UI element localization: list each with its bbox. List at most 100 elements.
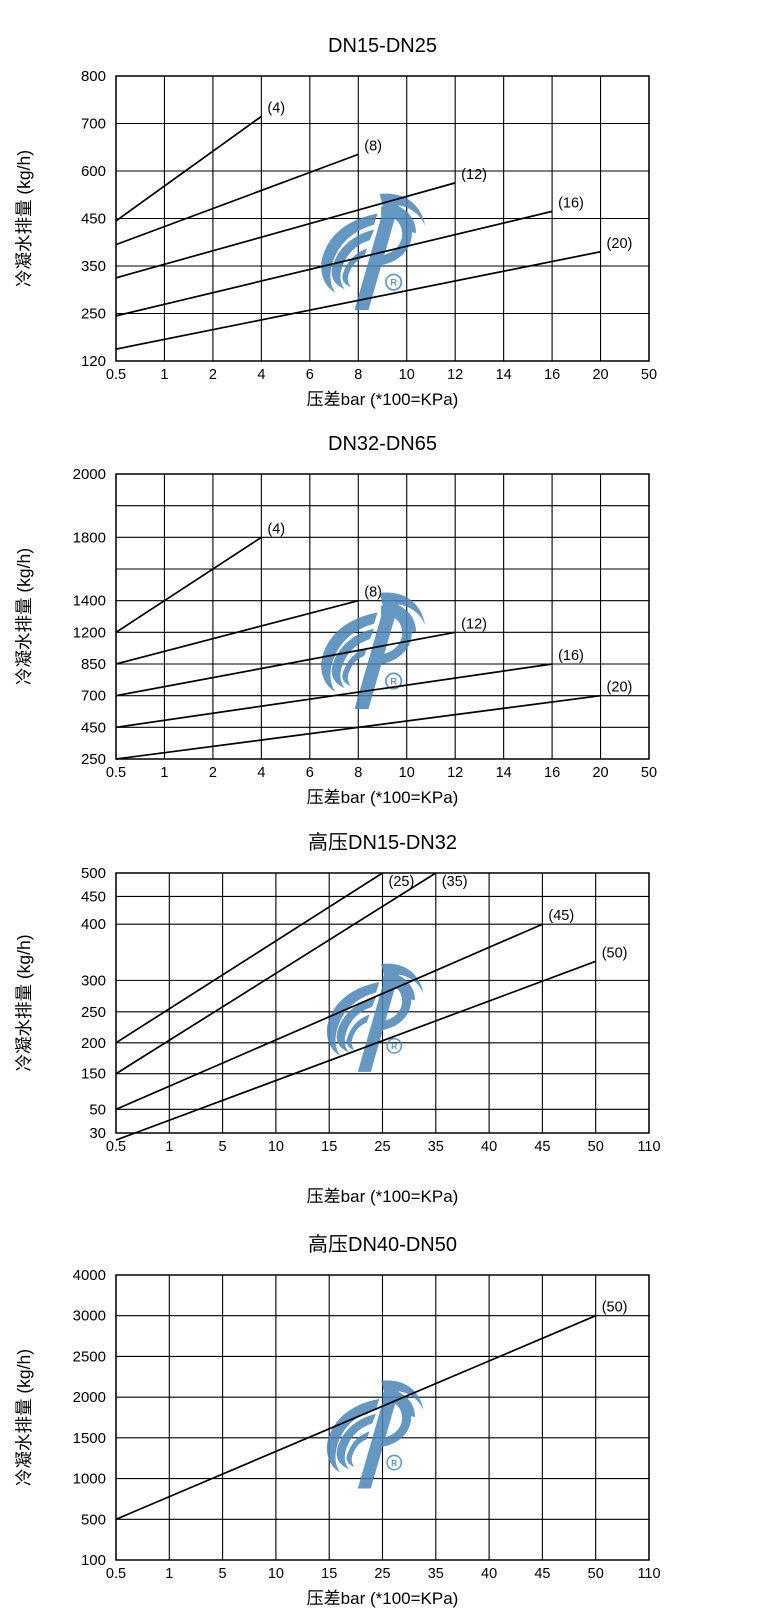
svg-text:(4): (4) [267, 100, 285, 116]
svg-text:12: 12 [447, 367, 463, 383]
svg-text:6: 6 [306, 367, 314, 383]
svg-text:35: 35 [428, 1566, 444, 1582]
svg-text:15: 15 [321, 1139, 337, 1155]
svg-text:1: 1 [160, 367, 168, 383]
svg-text:高压DN15-DN32: 高压DN15-DN32 [308, 831, 457, 854]
svg-text:2: 2 [209, 765, 217, 781]
svg-text:12: 12 [447, 765, 463, 781]
svg-text:50: 50 [641, 765, 657, 781]
svg-text:35: 35 [428, 1139, 444, 1155]
svg-text:(12): (12) [461, 616, 487, 632]
svg-text:(25): (25) [389, 874, 415, 890]
svg-text:1: 1 [160, 765, 168, 781]
svg-text:8: 8 [354, 765, 362, 781]
svg-text:50: 50 [588, 1139, 604, 1155]
svg-text:1200: 1200 [73, 624, 106, 641]
svg-text:10: 10 [399, 367, 415, 383]
svg-text:冷凝水排量 (kg/h): 冷凝水排量 (kg/h) [14, 150, 34, 287]
svg-text:110: 110 [637, 1566, 660, 1582]
svg-text:500: 500 [81, 865, 106, 882]
svg-text:120: 120 [81, 353, 106, 370]
svg-text:40: 40 [481, 1566, 497, 1582]
svg-text:6: 6 [306, 765, 314, 781]
svg-text:250: 250 [81, 1004, 106, 1021]
svg-text:DN15-DN25: DN15-DN25 [328, 35, 437, 57]
svg-text:(50): (50) [602, 945, 628, 961]
svg-text:(35): (35) [442, 874, 468, 890]
svg-text:15: 15 [321, 1566, 337, 1582]
svg-text:14: 14 [496, 367, 512, 383]
svg-text:450: 450 [81, 888, 106, 905]
svg-text:25: 25 [374, 1566, 390, 1582]
svg-text:(20): (20) [607, 680, 633, 696]
svg-text:(4): (4) [267, 521, 285, 537]
svg-text:8: 8 [354, 367, 362, 383]
svg-text:20: 20 [592, 367, 608, 383]
svg-text:10: 10 [268, 1139, 284, 1155]
svg-text:(8): (8) [364, 138, 382, 154]
svg-text:700: 700 [81, 688, 106, 705]
svg-text:0.5: 0.5 [106, 1139, 126, 1155]
svg-text:800: 800 [81, 68, 106, 85]
svg-text:200: 200 [81, 1035, 106, 1052]
svg-text:1500: 1500 [73, 1430, 106, 1447]
svg-text:高压DN40-DN50: 高压DN40-DN50 [308, 1233, 457, 1256]
svg-text:5: 5 [219, 1566, 227, 1582]
svg-text:DN32-DN65: DN32-DN65 [328, 433, 437, 455]
svg-text:0.5: 0.5 [106, 765, 126, 781]
svg-text:2000: 2000 [73, 466, 106, 483]
svg-text:冷凝水排量 (kg/h): 冷凝水排量 (kg/h) [14, 1349, 34, 1486]
svg-text:冷凝水排量 (kg/h): 冷凝水排量 (kg/h) [14, 934, 34, 1071]
svg-text:400: 400 [81, 916, 106, 933]
svg-text:4: 4 [257, 367, 265, 383]
svg-text:1800: 1800 [73, 529, 106, 546]
svg-text:0.5: 0.5 [106, 1566, 126, 1582]
svg-text:350: 350 [81, 258, 106, 275]
svg-text:600: 600 [81, 163, 106, 180]
svg-text:100: 100 [81, 1552, 106, 1569]
svg-text:2500: 2500 [73, 1348, 106, 1365]
svg-text:R: R [391, 1458, 397, 1468]
svg-text:1: 1 [165, 1139, 173, 1155]
svg-text:50: 50 [89, 1101, 106, 1118]
svg-text:450: 450 [81, 719, 106, 736]
svg-text:16: 16 [544, 367, 560, 383]
svg-text:16: 16 [544, 765, 560, 781]
svg-text:R: R [390, 278, 397, 288]
svg-text:45: 45 [534, 1139, 550, 1155]
svg-text:2: 2 [209, 367, 217, 383]
svg-text:150: 150 [81, 1066, 106, 1083]
svg-text:10: 10 [399, 765, 415, 781]
svg-text:R: R [390, 677, 397, 687]
svg-text:压差bar (*100=KPa): 压差bar (*100=KPa) [307, 1589, 459, 1608]
svg-text:30: 30 [89, 1125, 106, 1142]
svg-text:25: 25 [374, 1139, 390, 1155]
svg-text:(16): (16) [558, 195, 584, 211]
svg-text:300: 300 [81, 972, 106, 989]
svg-text:(12): (12) [461, 167, 487, 183]
svg-text:20: 20 [592, 765, 608, 781]
svg-text:2000: 2000 [73, 1389, 106, 1406]
svg-text:1000: 1000 [73, 1471, 106, 1488]
svg-text:(16): (16) [558, 648, 584, 664]
svg-text:4000: 4000 [73, 1267, 106, 1284]
svg-text:50: 50 [641, 367, 657, 383]
svg-text:0.5: 0.5 [106, 367, 126, 383]
svg-text:3000: 3000 [73, 1308, 106, 1325]
svg-text:45: 45 [534, 1566, 550, 1582]
svg-text:700: 700 [81, 116, 106, 133]
svg-text:250: 250 [81, 751, 106, 768]
svg-text:(20): (20) [607, 236, 633, 252]
svg-text:10: 10 [268, 1566, 284, 1582]
svg-text:14: 14 [496, 765, 512, 781]
svg-text:500: 500 [81, 1511, 106, 1528]
svg-text:50: 50 [588, 1566, 604, 1582]
svg-text:(8): (8) [364, 585, 382, 601]
svg-text:110: 110 [637, 1139, 660, 1155]
svg-text:40: 40 [481, 1139, 497, 1155]
svg-text:450: 450 [81, 211, 106, 228]
svg-text:4: 4 [257, 765, 265, 781]
svg-text:1: 1 [165, 1566, 173, 1582]
svg-text:250: 250 [81, 306, 106, 323]
svg-text:(45): (45) [548, 908, 574, 924]
